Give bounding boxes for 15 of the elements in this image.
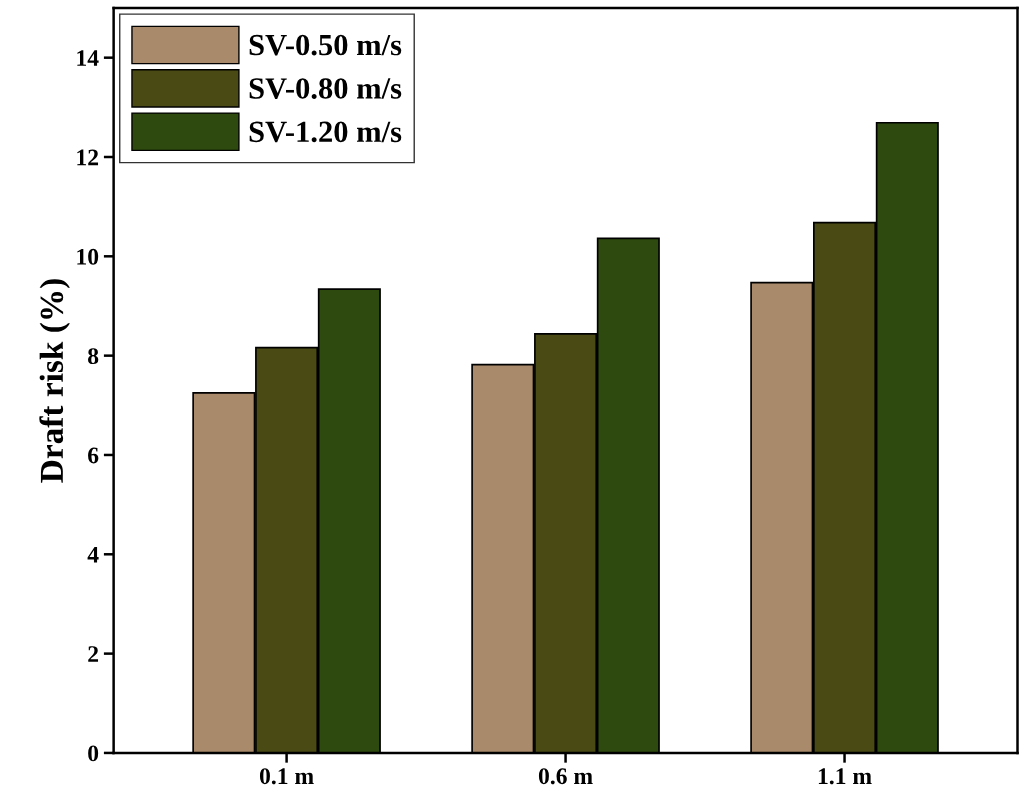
- y-tick-label: 10: [77, 248, 99, 265]
- x-tick-label: 1.1 m: [818, 768, 872, 785]
- y-tick-label: 12: [77, 149, 99, 166]
- legend-label: SV-0.80 m/s: [249, 78, 402, 99]
- y-tick-label: 14: [77, 50, 99, 66]
- y-axis-title: Draft risk (%): [39, 279, 70, 483]
- y-tick-label: 6: [88, 447, 99, 464]
- legend-label: SV-0.50 m/s: [249, 34, 402, 56]
- y-tick-label: 2: [88, 646, 99, 662]
- x-tick-label: 0.1 m: [259, 768, 314, 785]
- x-tick-label: 0.6 m: [538, 768, 593, 785]
- y-tick-label: 4: [87, 546, 99, 563]
- y-tick-label: 8: [88, 348, 99, 365]
- y-tick-label: 0: [88, 745, 99, 762]
- legend-label: SV-1.20 m/s: [249, 121, 402, 143]
